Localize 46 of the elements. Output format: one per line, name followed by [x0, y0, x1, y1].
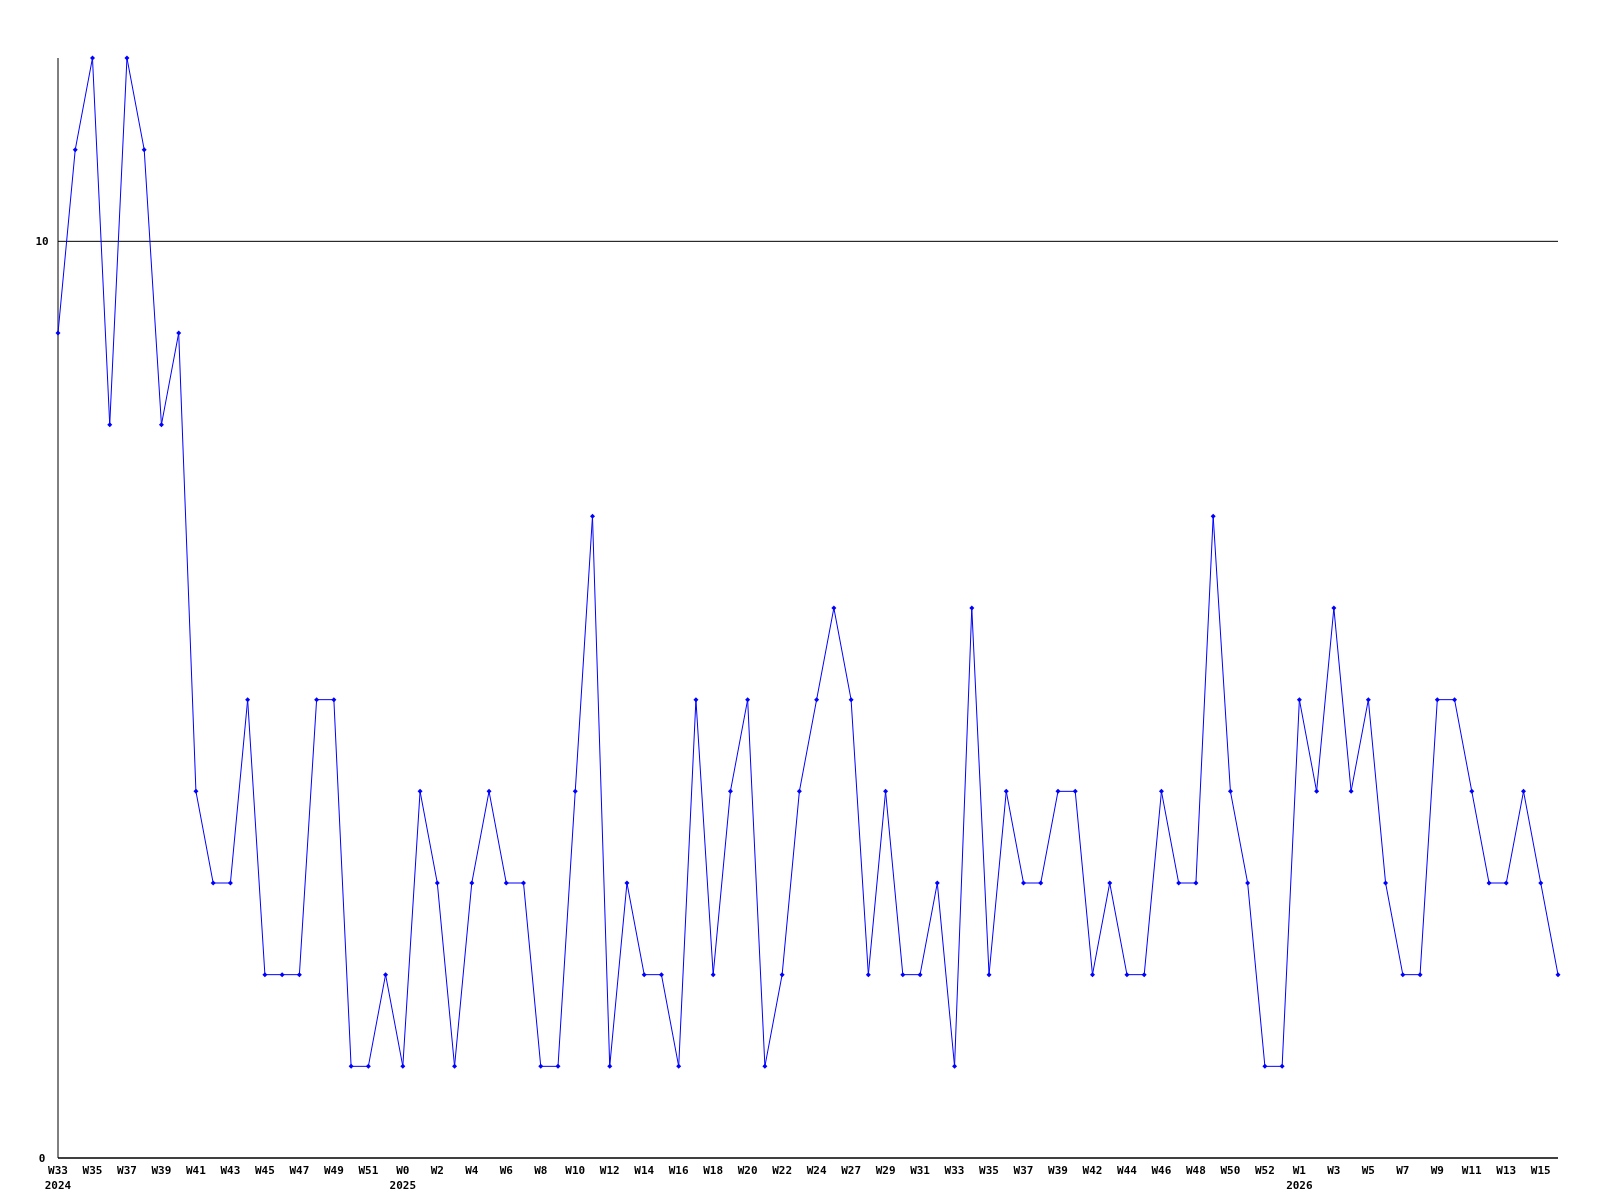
x-tick-label: W8: [534, 1164, 548, 1177]
x-tick-label: W22: [772, 1164, 793, 1177]
x-tick-label: W39: [1048, 1164, 1068, 1177]
x-tick-label: W24: [806, 1164, 827, 1177]
x-tick-label: W16: [668, 1164, 689, 1177]
x-tick-label: W33 2024: [44, 1164, 72, 1192]
x-tick-label: W7: [1396, 1164, 1410, 1177]
x-tick-label: W37: [117, 1164, 137, 1177]
x-tick-label: W43: [220, 1164, 241, 1177]
x-tick-label: W0 2025: [389, 1164, 417, 1192]
x-tick-label: W48: [1185, 1164, 1206, 1177]
x-tick-label: W12: [599, 1164, 620, 1177]
x-tick-label: W13: [1496, 1164, 1517, 1177]
x-tick-label: W47: [289, 1164, 310, 1177]
x-tick-label: W42: [1082, 1164, 1103, 1177]
x-tick-label: W10: [565, 1164, 586, 1177]
x-tick-label: W4: [465, 1164, 479, 1177]
x-tick-label: W37: [1013, 1164, 1034, 1177]
x-tick-label: W1 2026: [1286, 1164, 1313, 1192]
y-tick-label: 0: [38, 1151, 46, 1165]
x-tick-label: W52: [1254, 1164, 1275, 1177]
x-tick-label: W33: [944, 1164, 965, 1177]
x-tick-label: W46: [1151, 1164, 1172, 1177]
x-tick-label: W49: [323, 1164, 344, 1177]
x-tick-label: W20: [737, 1164, 758, 1177]
x-tick-label: W9: [1430, 1164, 1444, 1177]
x-tick-label: W50: [1220, 1164, 1241, 1177]
x-tick-label: W41: [185, 1164, 207, 1177]
x-tick-label: W18: [703, 1164, 724, 1177]
x-tick-label: W29: [875, 1164, 896, 1177]
x-tick-label: W15: [1530, 1164, 1551, 1177]
x-tick-label: W35: [82, 1164, 103, 1177]
x-tick-label: W31: [910, 1164, 931, 1177]
x-tick-label: W39: [151, 1164, 172, 1177]
x-tick-label: W14: [634, 1164, 655, 1177]
x-tick-label: W2: [430, 1164, 444, 1177]
x-tick-label: W44: [1117, 1164, 1138, 1177]
x-tick-label: W51: [358, 1164, 379, 1177]
x-tick-label: W27: [841, 1164, 862, 1177]
x-tick-label: W45: [254, 1164, 275, 1177]
y-tick-label: 10: [35, 235, 49, 249]
x-tick-label: W35: [979, 1164, 999, 1177]
x-tick-label: W5: [1361, 1164, 1375, 1177]
x-tick-label: W11: [1461, 1164, 1483, 1177]
x-tick-label: W3: [1327, 1164, 1341, 1177]
x-tick-label: W6: [499, 1164, 514, 1177]
